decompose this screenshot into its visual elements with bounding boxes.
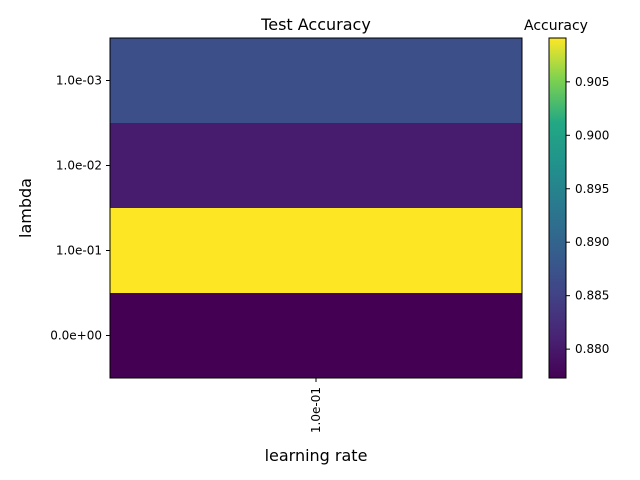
y-tick-label: 0.0e+00 (50, 329, 102, 343)
y-tick-label: 1.0e-03 (56, 74, 102, 88)
x-tick-label: 1.0e-01 (309, 387, 323, 433)
chart-title: Test Accuracy (260, 15, 371, 34)
heatmap-cell (110, 123, 522, 208)
x-axis-label: learning rate (265, 446, 368, 465)
y-tick-label: 1.0e-02 (56, 159, 102, 173)
colorbar-ticks: 0.880 0.885 0.890 0.895 0.900 0.905 (566, 75, 609, 356)
y-axis-ticks: 1.0e-03 1.0e-02 1.0e-01 0.0e+00 (50, 74, 110, 343)
heatmap-cells (110, 38, 522, 378)
colorbar (548, 37, 567, 379)
x-axis-ticks: 1.0e-01 (309, 378, 323, 433)
colorbar-tick-label: 0.890 (575, 235, 609, 249)
heatmap-cell (110, 208, 522, 293)
y-tick-label: 1.0e-01 (56, 244, 102, 258)
colorbar-tick-label: 0.900 (575, 128, 609, 142)
colorbar-tick-label: 0.885 (575, 289, 609, 303)
colorbar-label: Accuracy (524, 18, 588, 34)
heatmap-cell (110, 293, 522, 378)
colorbar-tick-label: 0.880 (575, 342, 609, 356)
colorbar-tick-label: 0.895 (575, 182, 609, 196)
colorbar-tick-label: 0.905 (575, 75, 609, 89)
heatmap-cell (110, 38, 522, 123)
y-axis-label: lambda (16, 178, 35, 238)
